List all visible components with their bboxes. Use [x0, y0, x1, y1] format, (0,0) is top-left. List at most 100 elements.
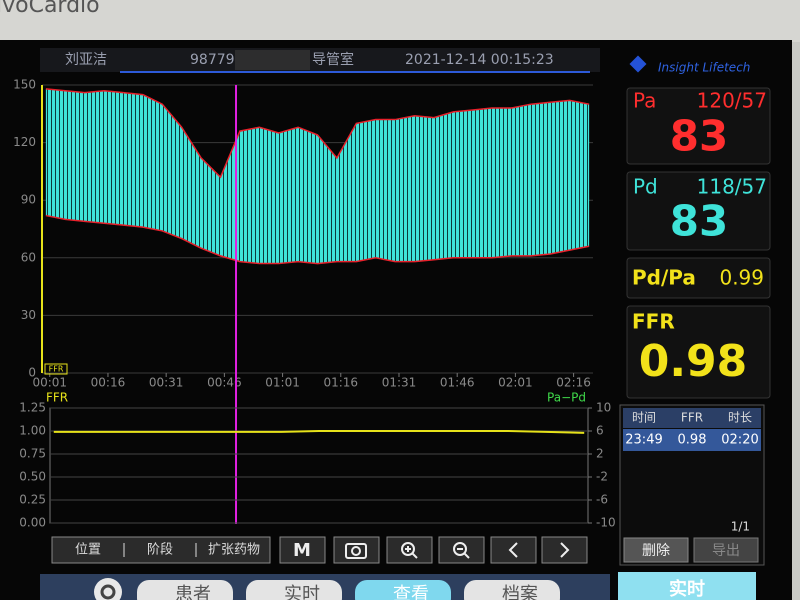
ratio-panel — [626, 257, 771, 299]
room: 导管室 — [312, 51, 354, 68]
pa-panel — [626, 87, 771, 165]
y-tick-label: 90 — [21, 193, 36, 207]
pd-label: Pd — [633, 175, 658, 199]
patient-id: 98779 — [190, 52, 235, 68]
m-label: M — [293, 540, 311, 561]
tab[interactable] — [464, 580, 560, 600]
y2-tick-label: -2 — [596, 470, 608, 484]
prev-button[interactable] — [490, 536, 537, 564]
x-tick-label: 00:01 — [32, 376, 67, 390]
x-tick-label: 00:16 — [91, 376, 126, 390]
y2-tick-label: 2 — [596, 447, 604, 461]
y-tick-label: 30 — [21, 308, 36, 322]
left-axis-label: FFR — [46, 391, 68, 405]
mode-button[interactable] — [618, 572, 756, 600]
settings-icon — [100, 584, 116, 600]
segment-position[interactable]: 位置 — [75, 543, 101, 558]
export-label: 导出 — [712, 543, 740, 559]
delete-label: 删除 — [642, 543, 670, 559]
zoom-in-icon — [401, 542, 415, 556]
table-header: FFR — [681, 411, 703, 425]
camera-button[interactable] — [333, 536, 380, 564]
tab[interactable] — [355, 580, 451, 600]
ffr-value: 0.98 — [639, 336, 748, 387]
header-bar — [40, 48, 600, 72]
y2-tick-label: -10 — [596, 516, 616, 530]
y2-tick-label: 10 — [596, 401, 611, 415]
x-tick-label: 02:01 — [498, 376, 533, 390]
export-button[interactable] — [693, 537, 759, 563]
zoom-out-icon — [453, 542, 467, 556]
table-cell: 23:49 — [625, 433, 662, 448]
zoom-out-glyph — [457, 548, 470, 559]
y-tick-label: 0.50 — [19, 470, 46, 484]
logo-mark — [629, 55, 647, 73]
table-header: 时间 — [632, 411, 656, 425]
tab-label: 患者 — [175, 584, 211, 600]
x-tick-label: 01:01 — [265, 376, 300, 390]
marker-label: FFR — [49, 365, 64, 374]
ffr-line — [53, 430, 585, 434]
y-tick-label: 1.25 — [19, 401, 46, 415]
x-tick-label: 01:31 — [382, 376, 417, 390]
tab-label: 档案 — [502, 584, 538, 600]
segment-stage[interactable]: 阶段 — [147, 543, 173, 558]
y-tick-label: 0.00 — [19, 516, 46, 530]
mode-label: 实时 — [669, 578, 705, 600]
next-button[interactable] — [541, 536, 588, 564]
tab[interactable] — [137, 580, 233, 600]
next-icon — [560, 542, 570, 558]
redaction — [235, 50, 310, 70]
tab[interactable] — [246, 580, 342, 600]
pd-mean: 83 — [670, 197, 728, 246]
pa-mean: 83 — [670, 112, 728, 161]
datetime: 2021-12-14 00:15:23 — [405, 52, 554, 68]
ffr-panel — [626, 305, 771, 399]
y-tick-label: 0 — [28, 366, 36, 380]
y-tick-label: 1.00 — [19, 424, 46, 438]
tab-label: 查看 — [393, 584, 429, 600]
y-tick-label: 150 — [13, 78, 36, 92]
brand: ivoCardio — [0, 0, 100, 18]
y-tick-label: 60 — [21, 250, 36, 264]
m-button[interactable] — [279, 536, 326, 564]
x-tick-label: 02:16 — [556, 376, 591, 390]
x-tick-label: 00:31 — [149, 376, 184, 390]
patient-name: 刘亚洁 — [65, 52, 107, 68]
camera-icon — [345, 543, 367, 559]
x-tick-label: 01:46 — [440, 376, 475, 390]
bezel-top — [0, 0, 800, 42]
diastolic-edge — [45, 214, 590, 265]
results-header — [623, 408, 761, 428]
x-tick-label: 00:46 — [207, 376, 242, 390]
table-header: 时长 — [728, 411, 752, 425]
results-page: 1/1 — [731, 520, 750, 534]
pa-range: 120/57 — [697, 89, 767, 113]
y2-tick-label: -6 — [596, 493, 608, 507]
ffr-label: FFR — [632, 310, 675, 334]
segment-control — [51, 536, 271, 564]
ratio-label: Pd/Pa — [632, 266, 696, 290]
logo: Insight Lifetech — [658, 61, 750, 75]
zoom-in-glyph — [405, 546, 418, 559]
pressure-band — [45, 88, 590, 264]
y-tick-label: 0.75 — [19, 447, 46, 461]
pa-label: Pa — [633, 89, 656, 113]
prev-icon — [508, 542, 518, 558]
right-axis-label: Pa−Pd — [547, 391, 586, 405]
pd-panel — [626, 171, 771, 251]
ratio-value: 0.99 — [719, 266, 764, 290]
y-tick-label: 120 — [13, 135, 36, 149]
systolic-edge — [45, 88, 590, 179]
segment-drug[interactable]: 扩张药物 — [208, 543, 260, 558]
tab-label: 实时 — [284, 584, 320, 600]
table-cell: 02:20 — [721, 433, 758, 448]
pd-range: 118/57 — [697, 175, 767, 199]
y-tick-label: 0.25 — [19, 493, 46, 507]
table-cell: 0.98 — [678, 433, 707, 448]
marker-box — [44, 363, 68, 375]
delete-button[interactable] — [623, 537, 689, 563]
y2-tick-label: 6 — [596, 424, 604, 438]
results-row[interactable] — [623, 429, 761, 451]
